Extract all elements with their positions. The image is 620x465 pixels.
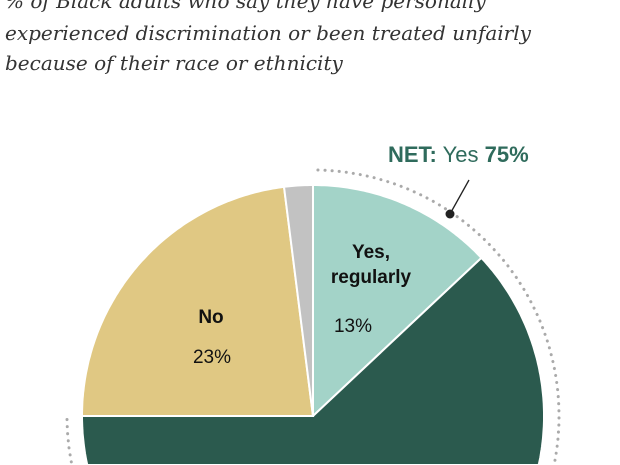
slice-label-yes-regularly-line2: regularly xyxy=(331,267,412,288)
slice-value-no: 23% xyxy=(193,347,231,368)
slice-label-yes-regularly-line1: Yes, xyxy=(352,242,390,263)
net-leader-dot xyxy=(445,209,455,219)
net-bracket-arc xyxy=(316,168,561,463)
subtitle-line-1: % of Black adults who say they have pers… xyxy=(5,0,486,13)
pie-slice-4 xyxy=(282,184,314,417)
net-leader-line xyxy=(449,179,470,215)
slice-label-no: No xyxy=(198,307,223,328)
net-bracket-arc xyxy=(65,414,73,464)
pie-slice-3 xyxy=(81,185,315,417)
pie-slice-1 xyxy=(312,184,483,419)
pie-slice-2 xyxy=(81,256,545,465)
subtitle-line-2: experienced discrimination or been treat… xyxy=(5,21,531,45)
subtitle-line-3: because of their race or ethnicity xyxy=(5,51,343,75)
net-annotation: NET: Yes 75% xyxy=(388,142,529,167)
slice-value-yes-regularly: 13% xyxy=(334,316,372,337)
